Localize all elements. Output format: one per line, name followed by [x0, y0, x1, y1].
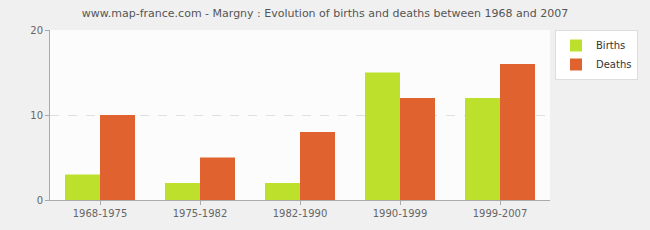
svg-text:20: 20 — [30, 25, 43, 36]
svg-text:1990-1999: 1990-1999 — [373, 208, 428, 219]
svg-text:1999-2007: 1999-2007 — [473, 208, 528, 219]
svg-text:1982-1990: 1982-1990 — [273, 208, 328, 219]
svg-text:10: 10 — [30, 110, 43, 121]
svg-text:Deaths: Deaths — [596, 59, 631, 70]
svg-text:Births: Births — [596, 40, 625, 51]
svg-text:1968-1975: 1968-1975 — [73, 208, 128, 219]
svg-text:0: 0 — [37, 195, 43, 206]
svg-text:www.map-france.com - Margny :: www.map-france.com - Margny : Evolution … — [82, 7, 568, 20]
svg-text:1975-1982: 1975-1982 — [173, 208, 228, 219]
